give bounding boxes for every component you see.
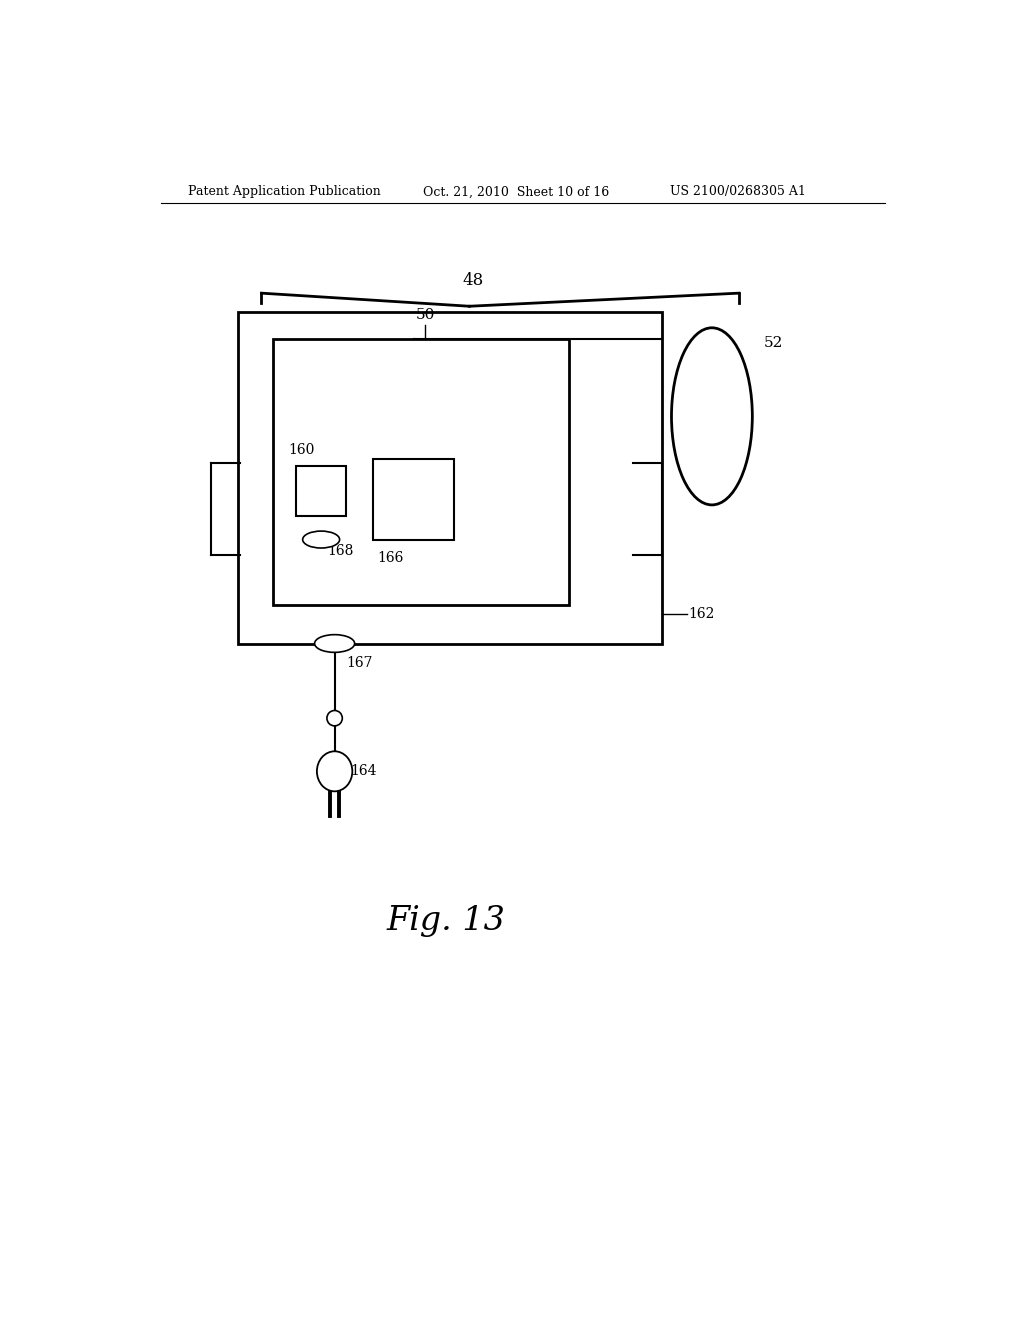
Bar xyxy=(373,459,454,540)
Text: Fig. 13: Fig. 13 xyxy=(387,904,506,937)
Text: 167: 167 xyxy=(346,656,373,671)
Text: 166: 166 xyxy=(377,552,403,565)
Text: Patent Application Publication: Patent Application Publication xyxy=(188,185,381,198)
Text: 52: 52 xyxy=(764,335,783,350)
Text: Oct. 21, 2010  Sheet 10 of 16: Oct. 21, 2010 Sheet 10 of 16 xyxy=(423,185,609,198)
Text: 48: 48 xyxy=(463,272,483,289)
Text: 160: 160 xyxy=(289,444,314,457)
Ellipse shape xyxy=(672,327,753,506)
Text: 164: 164 xyxy=(350,763,377,777)
Text: 162: 162 xyxy=(689,607,715,622)
Ellipse shape xyxy=(314,635,354,652)
Text: US 2100/0268305 A1: US 2100/0268305 A1 xyxy=(670,185,806,198)
Bar xyxy=(239,313,662,644)
Bar xyxy=(296,466,346,516)
Text: 50: 50 xyxy=(416,309,435,322)
Bar xyxy=(273,339,569,605)
Ellipse shape xyxy=(303,531,340,548)
Text: 168: 168 xyxy=(328,544,353,558)
Ellipse shape xyxy=(316,751,352,792)
